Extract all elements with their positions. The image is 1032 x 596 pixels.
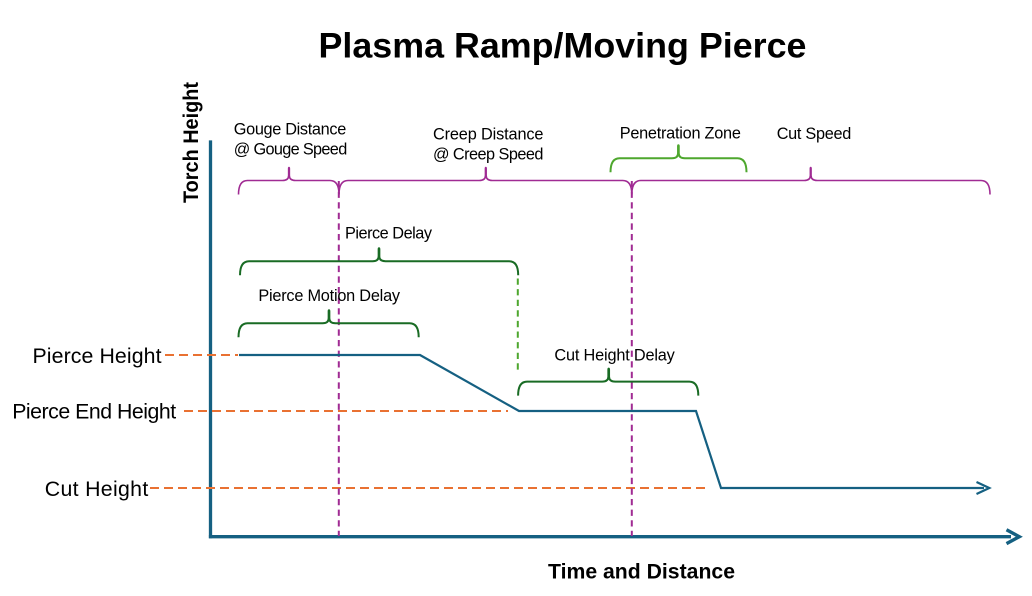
svg-text:Cut Height Delay: Cut Height Delay xyxy=(554,346,675,364)
svg-text:Pierce Height: Pierce Height xyxy=(33,344,162,368)
svg-text:Plasma Ramp/Moving Pierce: Plasma Ramp/Moving Pierce xyxy=(319,27,807,66)
svg-text:Cut Height: Cut Height xyxy=(45,477,149,501)
svg-text:Cut Speed: Cut Speed xyxy=(777,125,852,143)
svg-text:Pierce End Height: Pierce End Height xyxy=(12,400,176,424)
svg-text:Pierce Motion Delay: Pierce Motion Delay xyxy=(258,287,401,305)
svg-text:Penetration Zone: Penetration Zone xyxy=(620,125,741,143)
svg-text:Pierce Delay: Pierce Delay xyxy=(345,225,433,243)
svg-text:@ Gouge Speed: @ Gouge Speed xyxy=(234,140,348,158)
svg-text:@ Creep Speed: @ Creep Speed xyxy=(433,146,544,164)
svg-text:Gouge Distance: Gouge Distance xyxy=(234,121,347,139)
svg-text:Creep Distance: Creep Distance xyxy=(433,126,544,144)
svg-text:Torch Height: Torch Height xyxy=(179,82,203,203)
svg-text:Time and Distance: Time and Distance xyxy=(548,559,735,583)
